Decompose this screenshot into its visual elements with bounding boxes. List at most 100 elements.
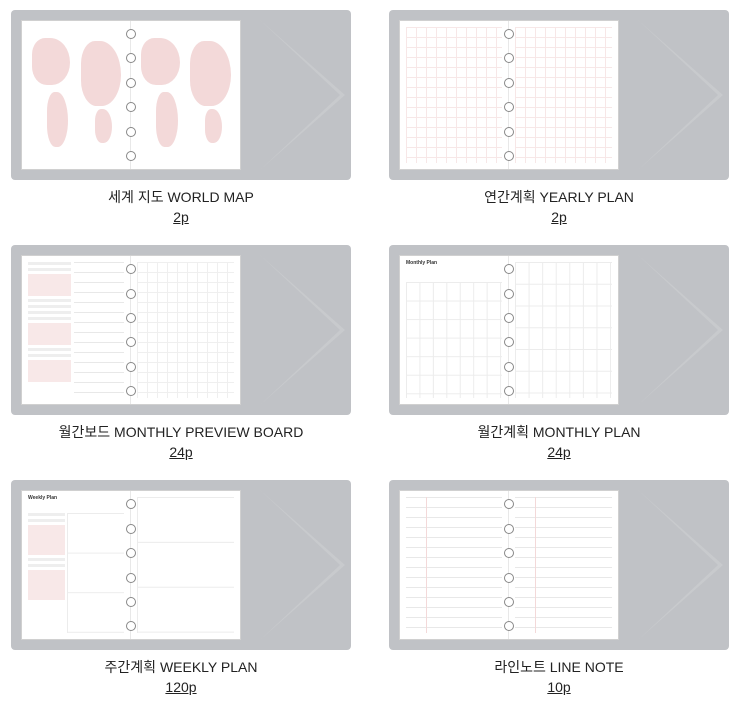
- binder-ring: [504, 313, 514, 323]
- product-card-yearly-plan: 연간계획 YEARLY PLAN2p: [388, 10, 730, 227]
- yearly-grid: [406, 27, 502, 163]
- card-pagecount: 10p: [494, 678, 623, 698]
- card-pagecount: 24p: [59, 443, 304, 463]
- binder-ring: [126, 499, 136, 509]
- card-pagecount: 2p: [108, 208, 254, 228]
- binder-ring: [504, 548, 514, 558]
- product-card-weekly-plan: Weekly Plan 주간계획 WEEKLY PLAN120p: [10, 480, 352, 697]
- binder-ring: [126, 386, 136, 396]
- page-right: [509, 256, 618, 404]
- world-map-graphic: [28, 27, 124, 163]
- page-left: [400, 21, 509, 169]
- binder-ring: [504, 151, 514, 161]
- binder-ring: [504, 362, 514, 372]
- binder-flap: [638, 20, 723, 170]
- binder-ring: [126, 573, 136, 583]
- card-title: 라인노트 LINE NOTE: [494, 658, 623, 678]
- ring-binder: [126, 499, 136, 631]
- card-caption: 라인노트 LINE NOTE10p: [494, 658, 623, 697]
- card-pagecount: 2p: [484, 208, 634, 228]
- binder-ring: [126, 127, 136, 137]
- preview-lines: [74, 262, 124, 398]
- binder-ring: [126, 313, 136, 323]
- card-title: 세계 지도 WORLD MAP: [108, 188, 254, 208]
- dot-grid: [137, 262, 234, 398]
- binder-ring: [126, 264, 136, 274]
- page-right: [131, 491, 240, 639]
- product-card-monthly-plan: Monthly Plan 월간계획 MONTHLY PLAN24p: [388, 245, 730, 462]
- binder: [389, 480, 729, 650]
- binder: [389, 10, 729, 180]
- page-spread: [399, 20, 619, 170]
- binder: Monthly Plan: [389, 245, 729, 415]
- card-title: 연간계획 YEARLY PLAN: [484, 188, 634, 208]
- month-cells: [515, 262, 612, 398]
- binder-ring: [504, 127, 514, 137]
- binder-ring: [126, 29, 136, 39]
- page-right: [131, 256, 240, 404]
- card-pagecount: 120p: [105, 678, 258, 698]
- page-spread: [21, 255, 241, 405]
- binder-flap: [260, 255, 345, 405]
- binder-ring: [504, 621, 514, 631]
- binder-ring: [126, 621, 136, 631]
- product-card-monthly-preview: 월간보드 MONTHLY PREVIEW BOARD24p: [10, 245, 352, 462]
- binder: [11, 245, 351, 415]
- ring-binder: [126, 264, 136, 396]
- binder-ring: [504, 78, 514, 88]
- binder-ring: [126, 102, 136, 112]
- ruled-lines: [406, 497, 502, 633]
- margin-line: [426, 497, 427, 633]
- yearly-grid: [515, 27, 612, 163]
- binder-flap: [638, 490, 723, 640]
- page-left: [400, 491, 509, 639]
- page-spread: Monthly Plan: [399, 255, 619, 405]
- card-caption: 월간계획 MONTHLY PLAN24p: [477, 423, 640, 462]
- binder-ring: [126, 151, 136, 161]
- ring-binder: [504, 264, 514, 396]
- binder-flap: [260, 20, 345, 170]
- month-cells: [406, 282, 502, 398]
- binder-ring: [504, 524, 514, 534]
- page-right: [509, 491, 618, 639]
- binder-ring: [126, 78, 136, 88]
- preview-sidebar: [28, 262, 71, 398]
- weekly-rows: [137, 497, 234, 633]
- page-spread: Weekly Plan: [21, 490, 241, 640]
- binder-ring: [126, 597, 136, 607]
- binder-ring: [126, 524, 136, 534]
- margin-line: [535, 497, 536, 633]
- ring-binder: [126, 29, 136, 161]
- binder-ring: [126, 362, 136, 372]
- binder-ring: [504, 337, 514, 347]
- binder-ring: [504, 53, 514, 63]
- ring-binder: [504, 29, 514, 161]
- card-caption: 월간보드 MONTHLY PREVIEW BOARD24p: [59, 423, 304, 462]
- card-title: 월간계획 MONTHLY PLAN: [477, 423, 640, 443]
- card-caption: 연간계획 YEARLY PLAN2p: [484, 188, 634, 227]
- page-spread: [21, 20, 241, 170]
- card-title: 월간보드 MONTHLY PREVIEW BOARD: [59, 423, 304, 443]
- page-left: Monthly Plan: [400, 256, 509, 404]
- page-spread: [399, 490, 619, 640]
- binder-ring: [504, 289, 514, 299]
- page-right: [509, 21, 618, 169]
- page-right: [131, 21, 240, 169]
- ring-binder: [504, 499, 514, 631]
- page-left: Weekly Plan: [22, 491, 131, 639]
- weekly-sidebar: [28, 513, 65, 633]
- weekly-rows: [67, 513, 124, 633]
- card-caption: 세계 지도 WORLD MAP2p: [108, 188, 254, 227]
- binder-ring: [504, 29, 514, 39]
- binder-flap: [638, 255, 723, 405]
- binder-ring: [504, 386, 514, 396]
- binder-ring: [504, 499, 514, 509]
- binder-ring: [126, 289, 136, 299]
- binder-ring: [504, 573, 514, 583]
- page-left: [22, 256, 131, 404]
- binder-flap: [260, 490, 345, 640]
- binder: Weekly Plan: [11, 480, 351, 650]
- product-card-world-map: 세계 지도 WORLD MAP2p: [10, 10, 352, 227]
- card-pagecount: 24p: [477, 443, 640, 463]
- card-title: 주간계획 WEEKLY PLAN: [105, 658, 258, 678]
